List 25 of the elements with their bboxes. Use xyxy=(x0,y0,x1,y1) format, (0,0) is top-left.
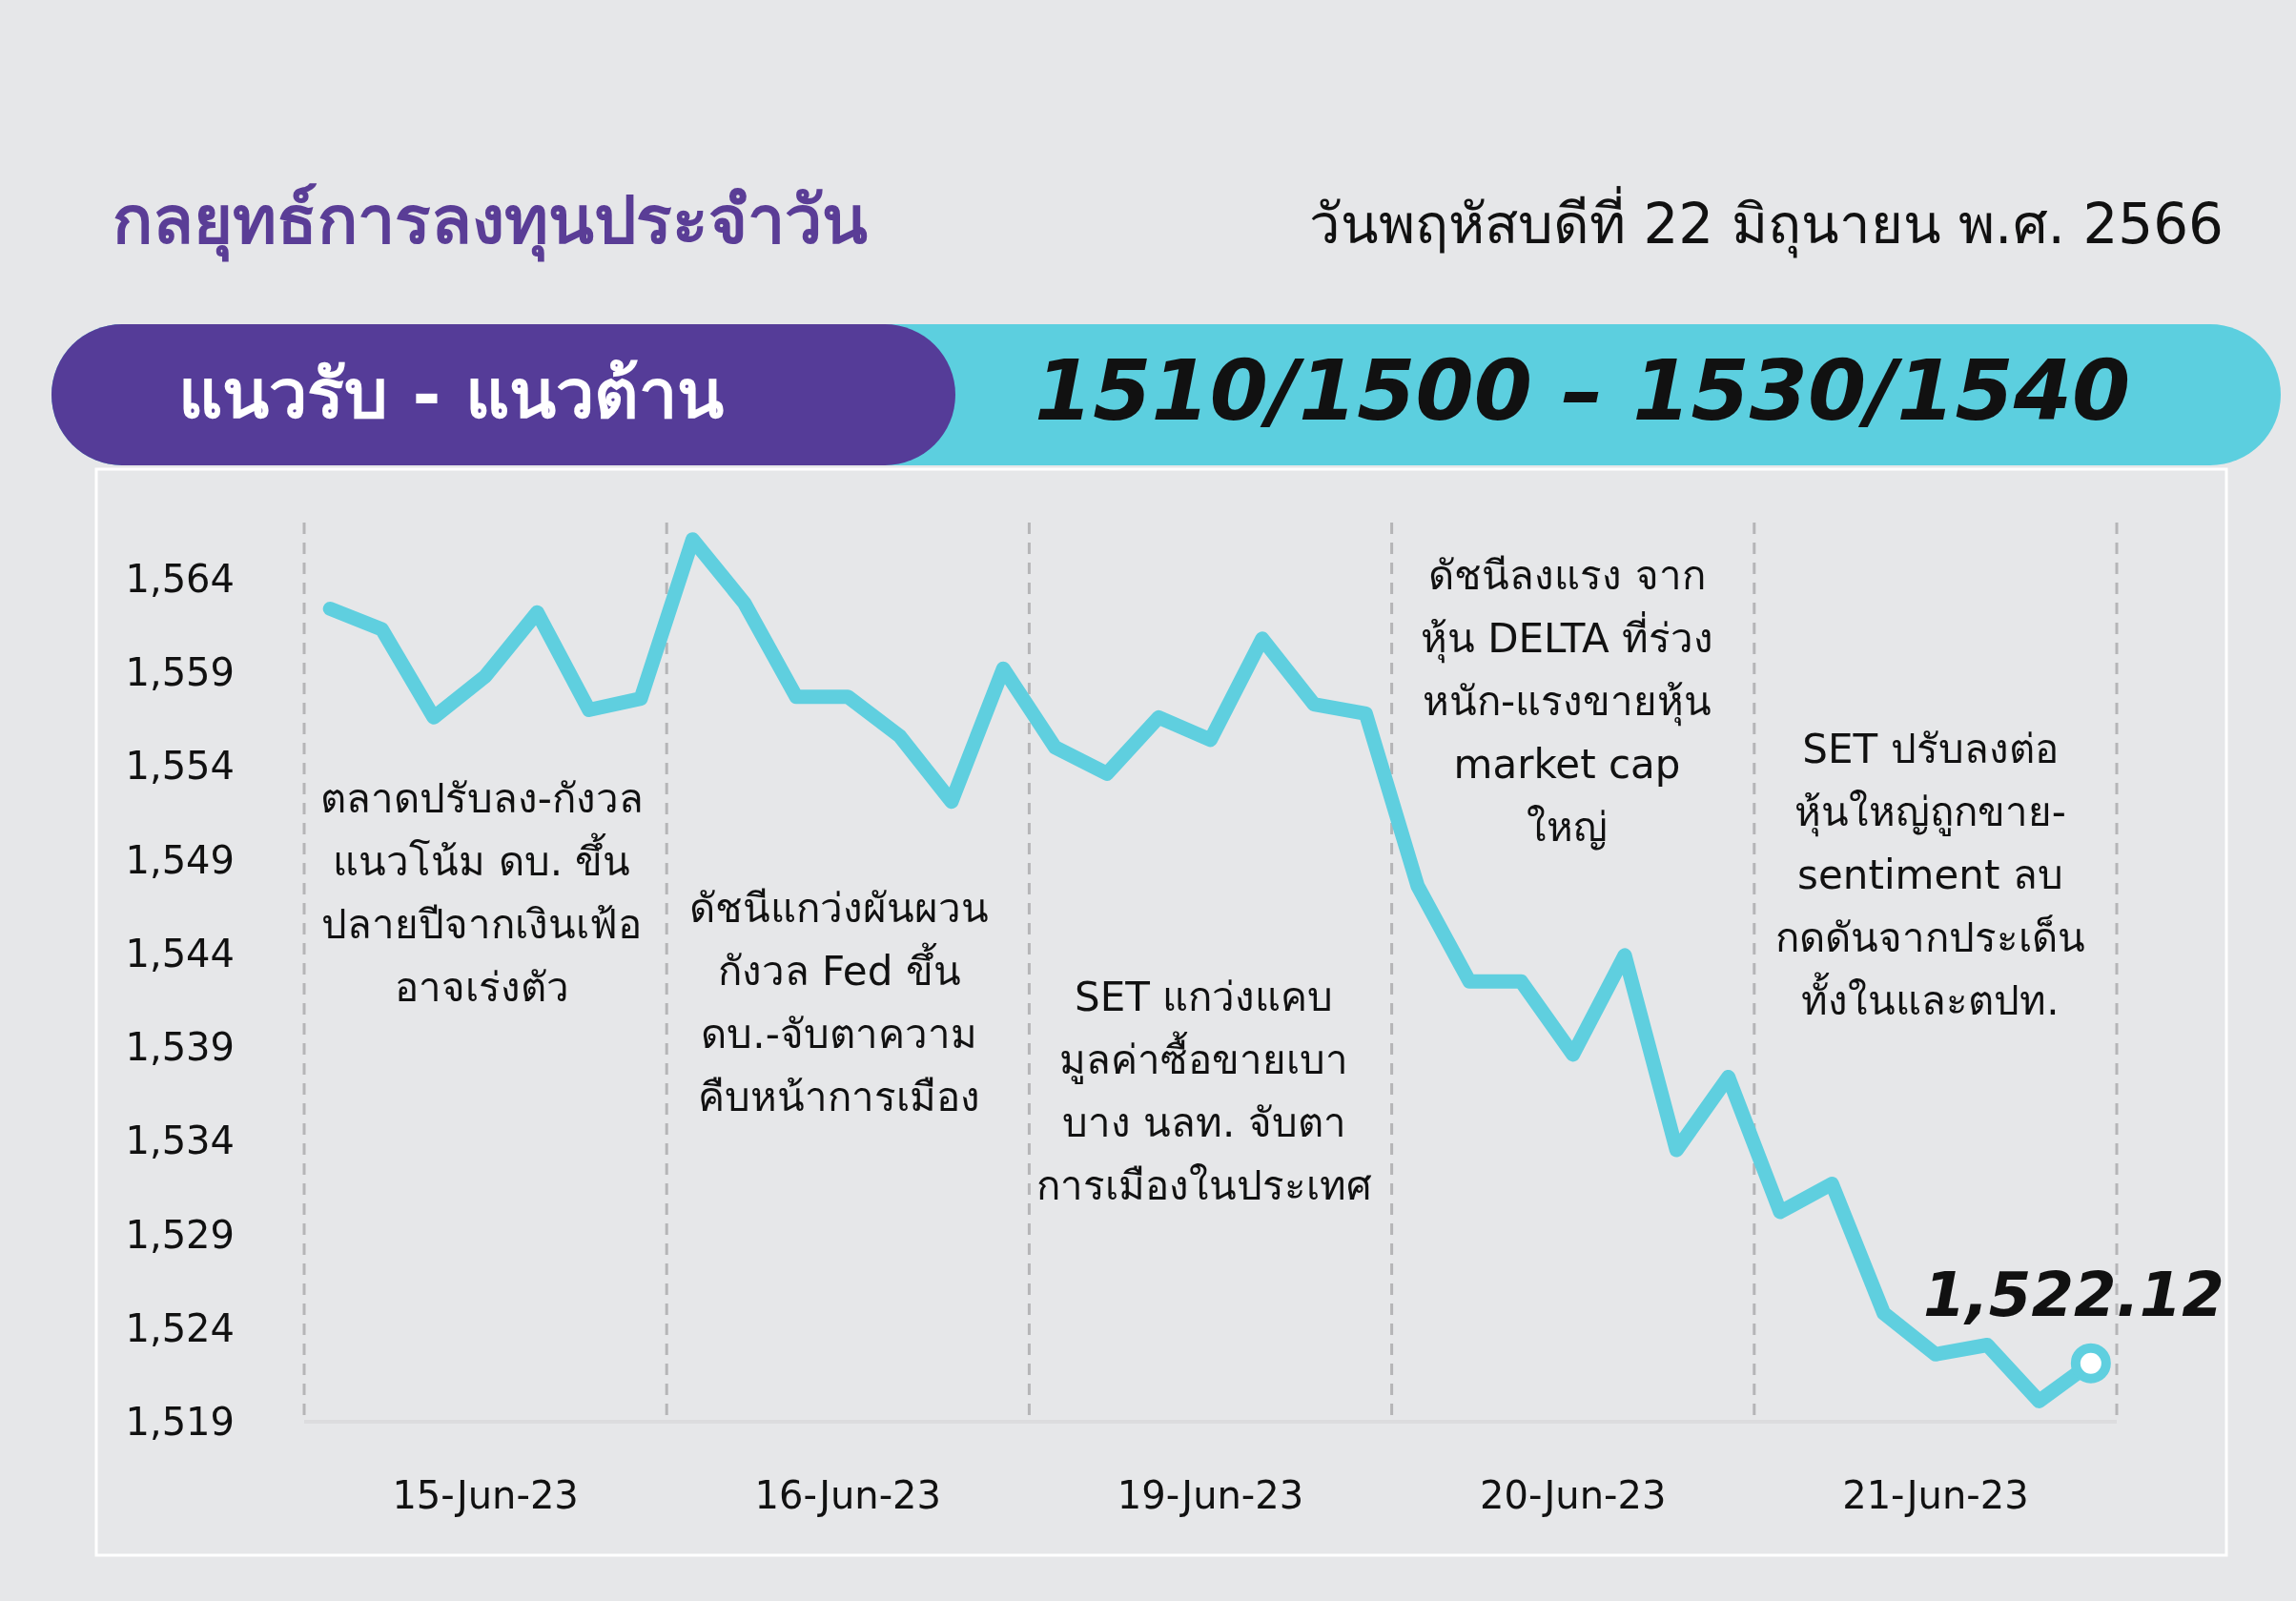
x-tick-label: 19-Jun-23 xyxy=(1117,1473,1304,1517)
y-tick-label: 1,549 xyxy=(125,837,235,882)
y-tick-label: 1,539 xyxy=(125,1025,235,1070)
text: แนวรับ - แนวต้าน xyxy=(178,354,724,434)
annotation: ดัชนีแกว่งผันผวน กังวล Fed ขึ้น ดบ.-จับตาความ คืบหน้าการเมือง xyxy=(689,885,990,1120)
y-tick-label: 1,534 xyxy=(125,1119,235,1163)
annotation: SET แกว่งแคบ มูลค่าซื้อขายเบา บาง นลท. จับตา การเมืองในประเทศ xyxy=(1035,974,1372,1209)
y-tick-label: 1,554 xyxy=(125,744,235,789)
x-tick-label: 21-Jun-23 xyxy=(1842,1473,2029,1517)
y-tick-label: 1,544 xyxy=(125,931,235,975)
x-tick-label: 16-Jun-23 xyxy=(754,1473,941,1517)
x-tick-label: 15-Jun-23 xyxy=(392,1473,579,1517)
y-tick-label: 1,519 xyxy=(125,1400,235,1444)
annotation: SET ปรับลงต่อ หุ้นใหญ่ถูกขาย- sentiment ลบ กดดันจากประเด็น ทั้งในและตปท. xyxy=(1774,726,2085,1024)
chart-subtitle: วันพฤหัสบดีที่ 22 มิถุนายน พ.ศ. 2566 xyxy=(1308,186,2224,258)
annotation: ดัชนีลงแรง จาก หุ้น DELTA ที่ร่วง หนัก-แรงขายหุ้น market cap ใหญ่ xyxy=(1420,552,1714,851)
data-label: 1,522.12 xyxy=(1923,1259,2224,1330)
chart-title: กลยุทธ์การลงทุนประจำวัน xyxy=(113,181,868,262)
y-tick-label: 1,564 xyxy=(125,556,235,601)
y-tick-label: 1,559 xyxy=(125,650,235,695)
y-tick-label: 1,524 xyxy=(125,1305,235,1350)
y-tick-label: 1,529 xyxy=(125,1212,235,1257)
annotation: ตลาดปรับลง-กังวล แนวโน้ม ดบ. ขึ้น ปลายปีจากเงินเฟ้อ อาจเร่งตัว xyxy=(319,775,644,1011)
text: 1510/1500 – 1530/1540 xyxy=(1035,341,2131,440)
x-tick-label: 20-Jun-23 xyxy=(1480,1473,1667,1517)
